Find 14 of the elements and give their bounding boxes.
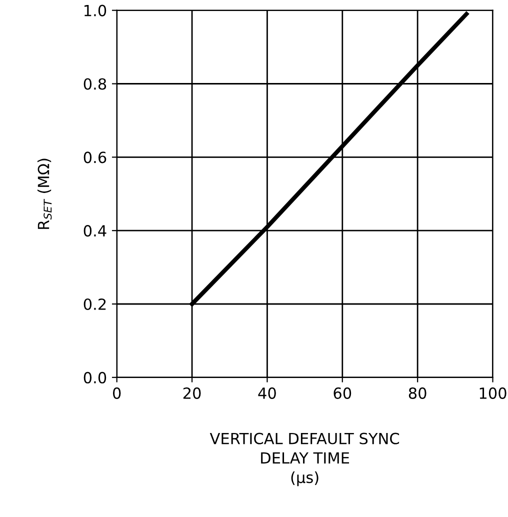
x-tick-label: 0 [112,387,121,399]
x-axis-title: VERTICAL DEFAULT SYNC DELAY TIME (μs) [210,432,400,486]
x-tick-label: 80 [408,387,426,399]
x-tick-label: 20 [183,387,201,399]
y-tick-label: 0.2 [84,298,106,310]
y-axis-title: R$_{SET}$ (MΩ) [37,158,52,229]
x-tick-label: 40 [258,387,276,399]
x-tick-label: 100 [480,387,506,399]
y-tick-label: 0.4 [84,225,106,237]
y-tick-label: 0.0 [84,372,106,384]
x-tick-label: 60 [334,387,352,399]
y-tick-label: 0.8 [84,78,106,90]
y-tick-label: 1.0 [84,4,106,16]
y-tick-label: 0.6 [84,152,106,164]
